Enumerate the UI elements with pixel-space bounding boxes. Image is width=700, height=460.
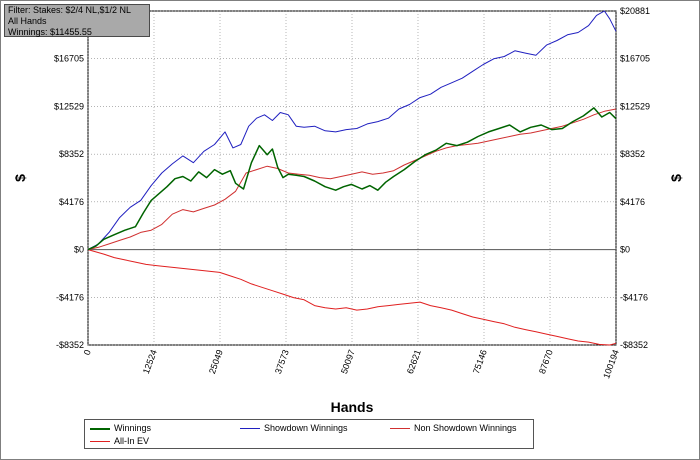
legend-swatch-showdown bbox=[240, 428, 260, 429]
y-tick-label-left: $4176 bbox=[59, 197, 84, 207]
y-tick-label-right: -$4176 bbox=[620, 292, 648, 302]
x-tick-label: 37573 bbox=[273, 348, 291, 375]
filter-stakes-text: Filter: Stakes: $2/4 NL,$1/2 NL bbox=[8, 5, 132, 15]
x-tick-label: 50097 bbox=[339, 348, 357, 375]
y-tick-label-right: $8352 bbox=[620, 149, 645, 159]
x-tick-label: 0 bbox=[82, 348, 93, 356]
legend-swatch-allin-ev bbox=[90, 441, 110, 442]
legend-swatch-winnings bbox=[90, 428, 110, 430]
x-axis-title: Hands bbox=[331, 399, 374, 415]
y-tick-label-left: $12529 bbox=[54, 101, 84, 111]
series-line-all-in-ev bbox=[87, 249, 617, 346]
y-tick-label-left: $0 bbox=[74, 245, 84, 255]
x-tick-label: 100194 bbox=[601, 348, 621, 380]
y-tick-label-left: -$4176 bbox=[56, 292, 84, 302]
plot-area bbox=[87, 10, 617, 346]
y-tick-label-right: $0 bbox=[620, 245, 630, 255]
y-tick-label-left: $16705 bbox=[54, 54, 84, 64]
legend-label-non-showdown: Non Showdown Winnings bbox=[414, 423, 517, 433]
chart-legend: Winnings Showdown Winnings Non Showdown … bbox=[84, 419, 534, 449]
legend-label-showdown: Showdown Winnings bbox=[264, 423, 348, 433]
series-line-winnings bbox=[87, 107, 617, 251]
y-tick-label-right: $16705 bbox=[620, 54, 650, 64]
x-tick-label: 25049 bbox=[207, 348, 225, 375]
y-tick-label-right: $4176 bbox=[620, 197, 645, 207]
x-tick-label: 87670 bbox=[537, 348, 555, 375]
filter-info-box: Filter: Stakes: $2/4 NL,$1/2 NL All Hand… bbox=[4, 4, 150, 37]
filter-hands-text: All Hands bbox=[8, 16, 47, 26]
series-line-non-showdown-winnings bbox=[87, 108, 617, 251]
series-line-showdown-winnings bbox=[87, 10, 617, 251]
y-tick-label-right: $12529 bbox=[620, 101, 650, 111]
legend-label-winnings: Winnings bbox=[114, 423, 152, 433]
x-tick-label: 12524 bbox=[141, 348, 159, 375]
x-tick-label: 75146 bbox=[471, 348, 489, 375]
legend-swatch-non-showdown bbox=[390, 428, 410, 429]
legend-label-allin-ev: All-In EV bbox=[114, 436, 150, 446]
y-tick-label-left: -$8352 bbox=[56, 340, 84, 350]
x-tick-label: 62621 bbox=[405, 348, 423, 375]
y-tick-label-right: -$8352 bbox=[620, 340, 648, 350]
y-tick-label-left: $8352 bbox=[59, 149, 84, 159]
filter-winnings-text: Winnings: $11455.55 bbox=[8, 27, 92, 37]
y-axis-title-left: $ bbox=[12, 174, 28, 182]
y-axis-title-right: $ bbox=[668, 174, 684, 182]
y-tick-label-right: $20881 bbox=[620, 6, 650, 16]
